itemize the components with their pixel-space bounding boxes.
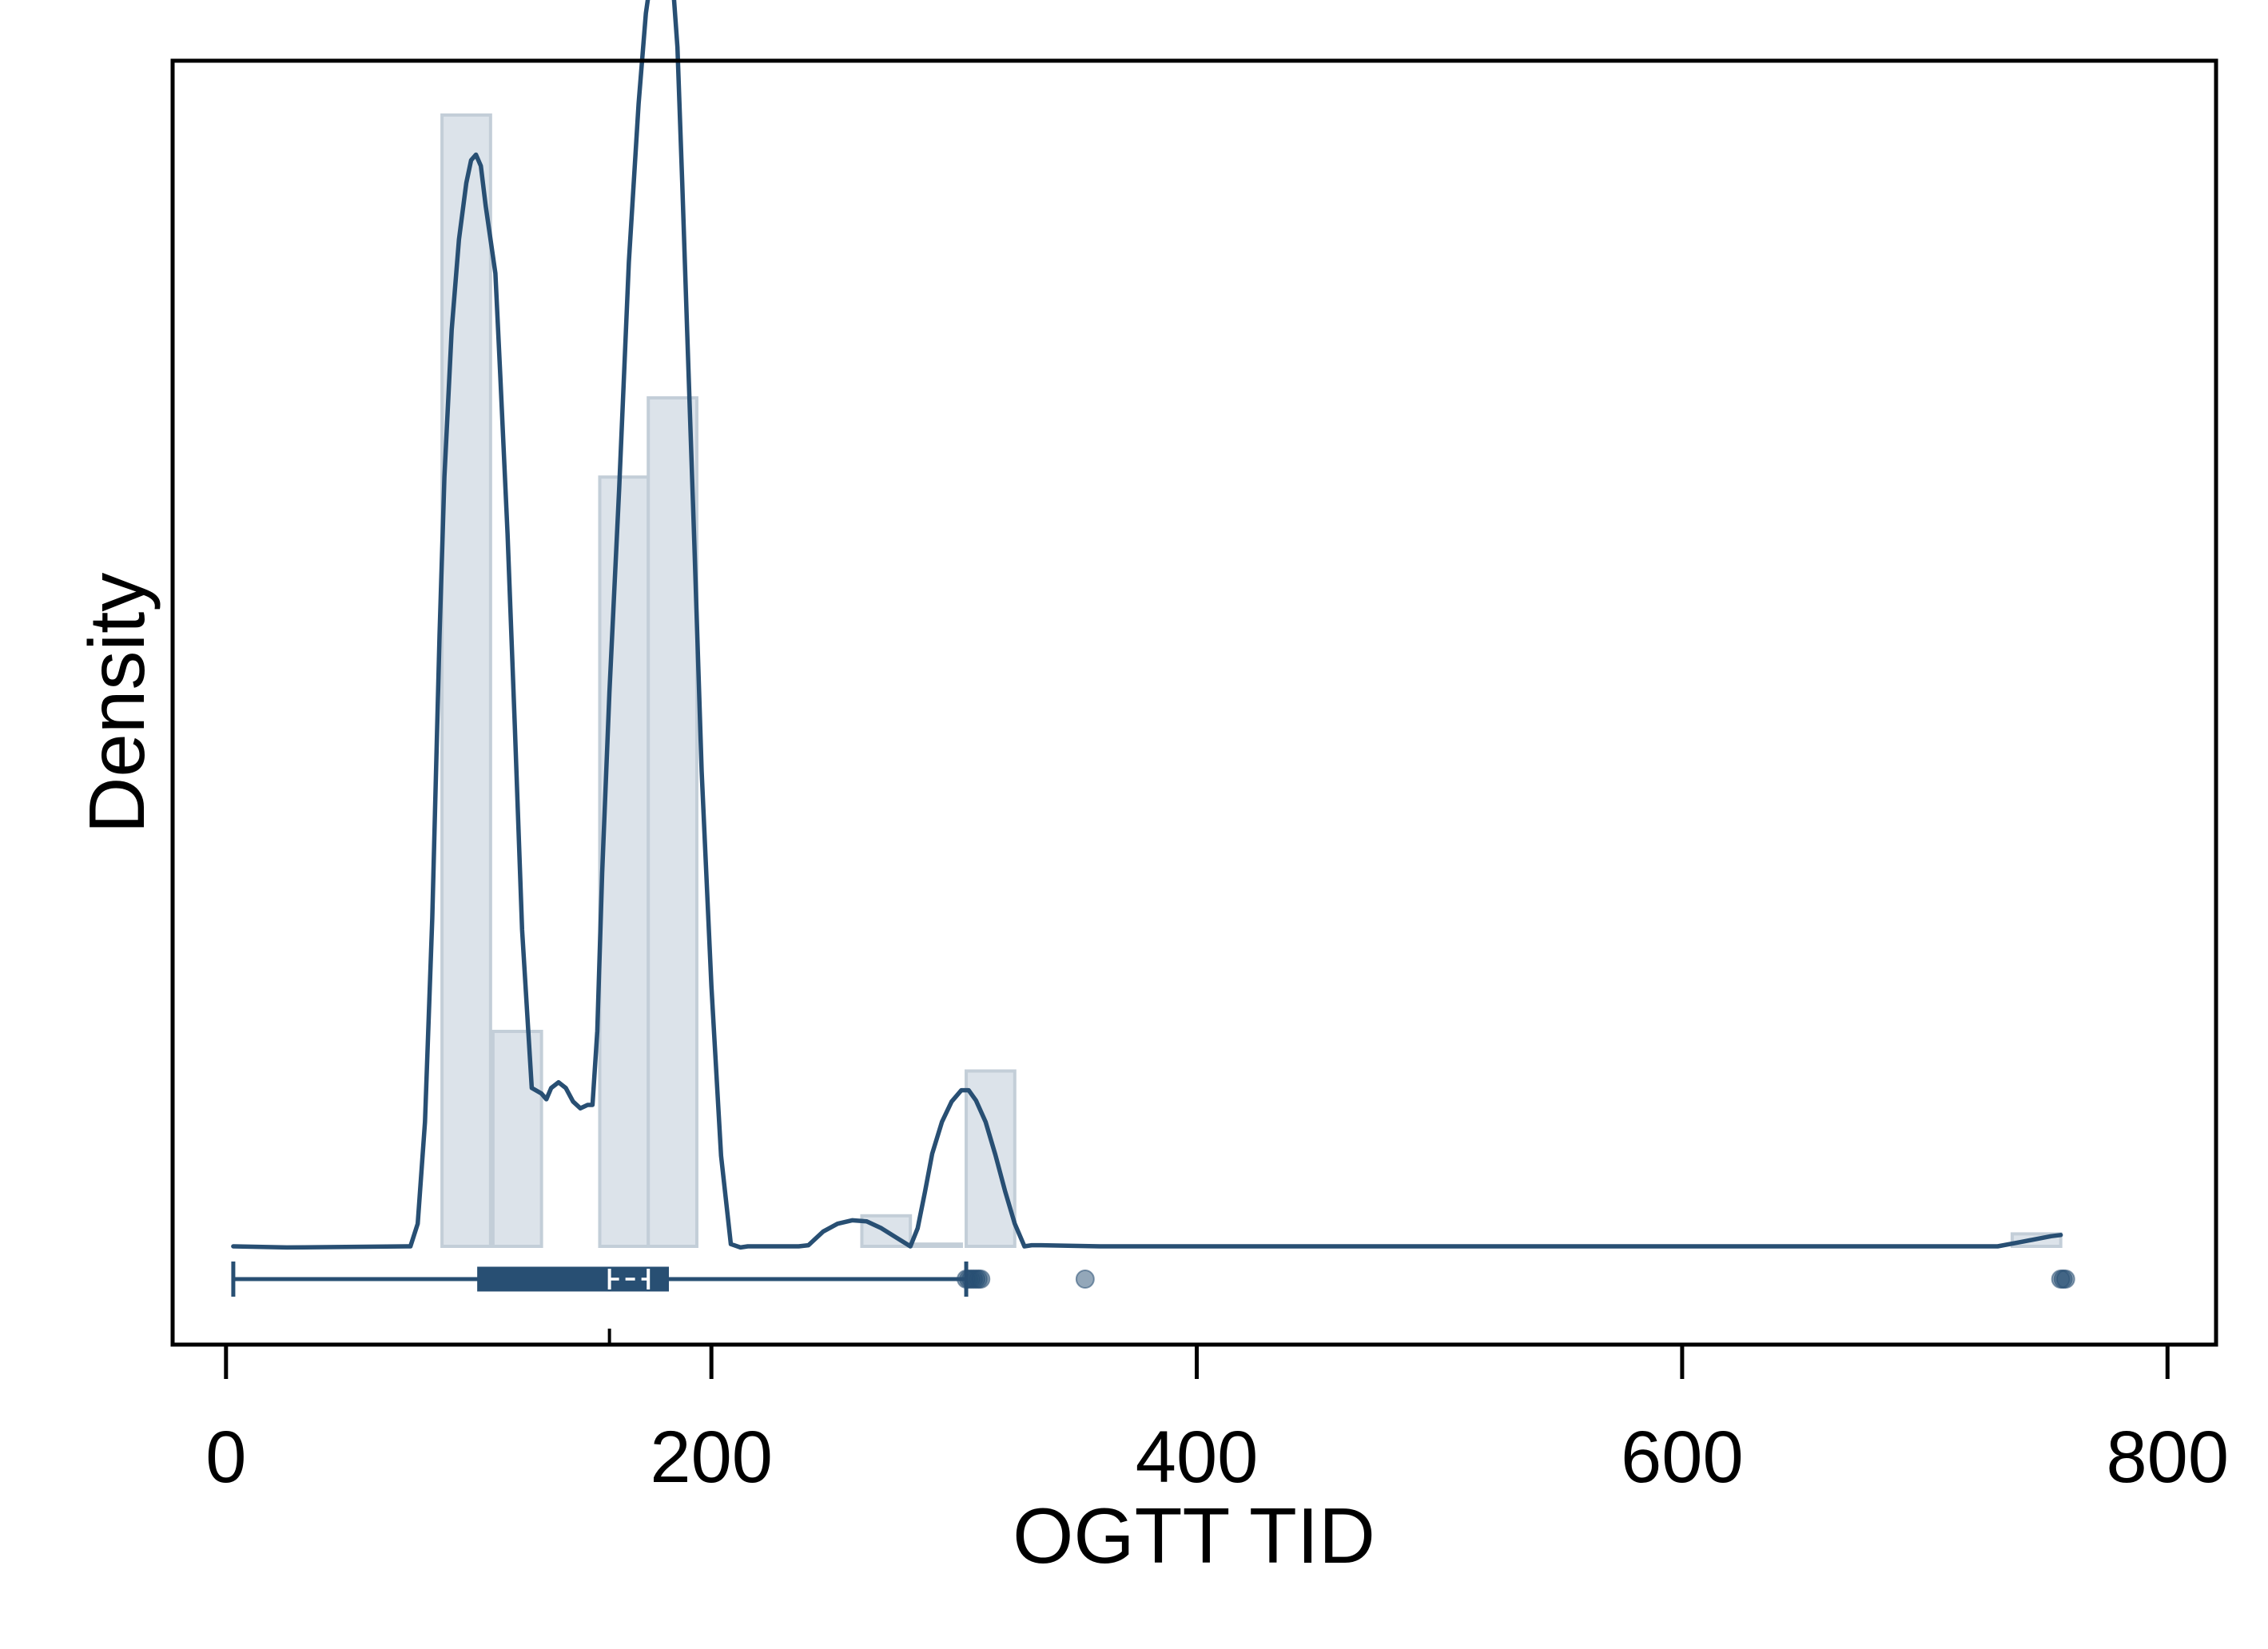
x-tick-label-200: 200	[650, 1417, 773, 1498]
histogram-bar-3	[598, 475, 651, 1248]
outlier-point-7	[971, 1270, 991, 1289]
density-curve	[231, 0, 2063, 1250]
density-curve-group	[231, 0, 2063, 1250]
x-tick-label-0: 0	[205, 1417, 246, 1498]
plot-frame	[170, 58, 2218, 1347]
histogram-bar-4	[647, 396, 698, 1248]
x-tick-label-600: 600	[1621, 1417, 1744, 1498]
y-axis-title: Density	[73, 573, 161, 834]
histogram-bars	[440, 113, 2063, 1249]
outlier-point-11	[2055, 1270, 2075, 1289]
outlier-point-8	[1075, 1270, 1095, 1289]
x-axis: 0 200 400 600 800	[205, 1329, 2229, 1498]
x-axis-title: OGTT TID	[1013, 1492, 1375, 1579]
outlier-points	[957, 1270, 2075, 1289]
histogram-bar-2	[491, 1029, 543, 1248]
histogram-bar-6	[909, 1242, 963, 1248]
histogram-bar-1	[440, 113, 492, 1248]
boxplot-box	[477, 1266, 670, 1292]
x-tick-label-400: 400	[1136, 1417, 1259, 1498]
x-tick-label-800: 800	[2107, 1417, 2230, 1498]
